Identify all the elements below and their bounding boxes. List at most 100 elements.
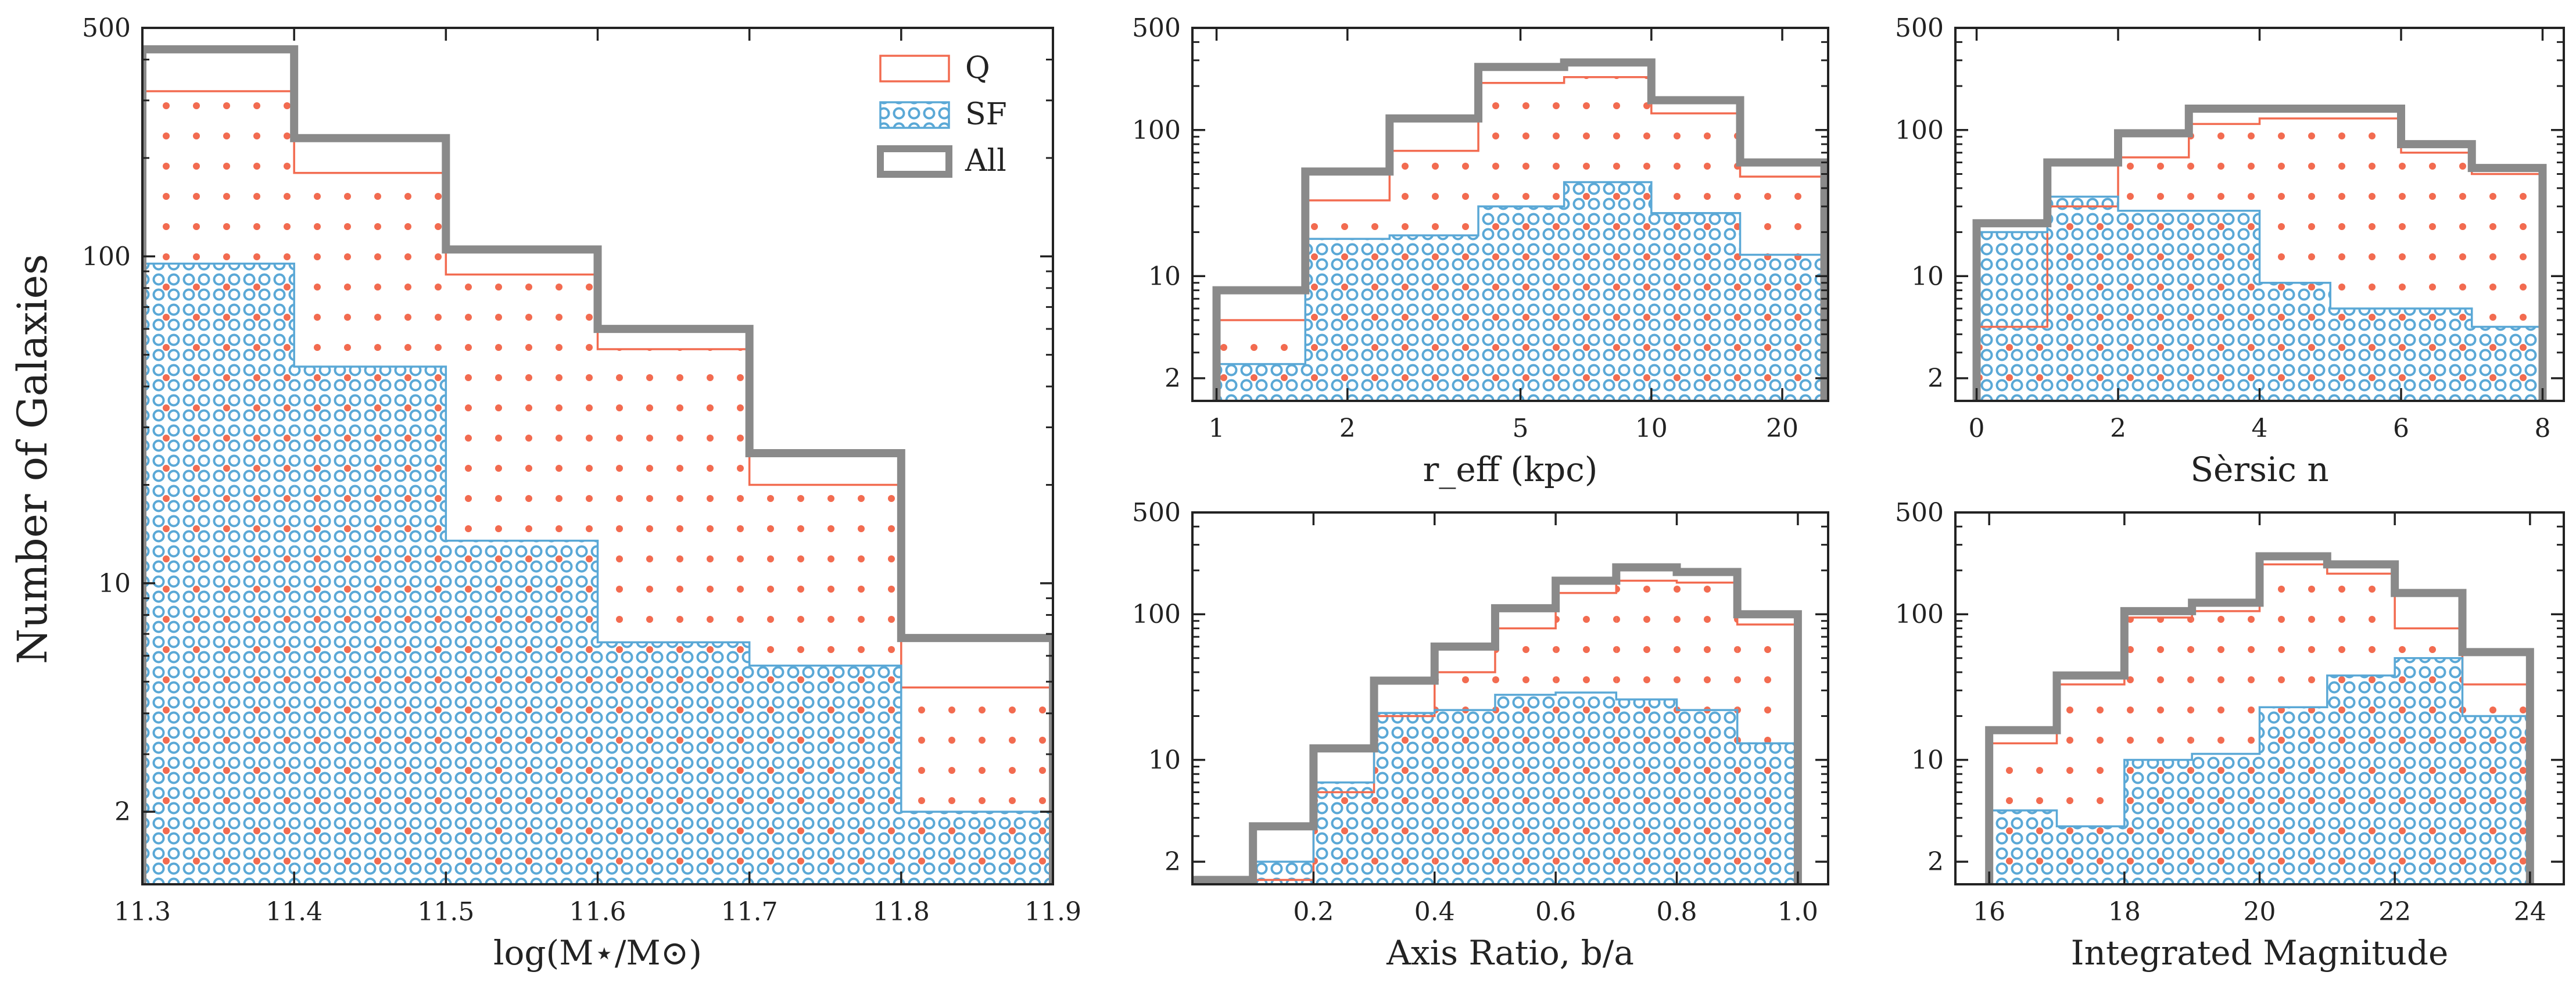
y-tick-label: 10 xyxy=(1148,261,1181,291)
legend-swatch-q xyxy=(879,55,950,83)
x-tick-label: 0.8 xyxy=(1657,897,1697,927)
plot-area xyxy=(142,45,1053,884)
x-tick-label: 4 xyxy=(2252,414,2268,443)
panel-axis-ratio: 2 10 100 500 0.2 0.4 0.6 0.8 1.0 Axis Ratio, b/a xyxy=(1132,498,1829,973)
y-tick-label: 100 xyxy=(1132,600,1181,629)
y-tick-label: 100 xyxy=(1132,116,1181,145)
bar-sf-bin-7 xyxy=(1616,699,1677,884)
x-tick-label: 11.7 xyxy=(721,897,778,927)
bar-sf-bin-5 xyxy=(2327,675,2395,884)
series-sf-outline xyxy=(142,263,1053,884)
series-sf-outline xyxy=(1215,181,1826,401)
bar-sf-bin-8 xyxy=(1676,710,1737,884)
bar-sf-bin-3 xyxy=(2188,210,2260,401)
bar-sf-bin-4 xyxy=(2259,707,2327,884)
bar-sf-bin-5 xyxy=(1651,213,1740,401)
x-tick-label: 24 xyxy=(2514,897,2546,927)
x-tick-label: 0.4 xyxy=(1414,897,1455,927)
bar-sf-bin-5 xyxy=(2330,309,2401,401)
bar-sf-bin-2 xyxy=(1389,235,1479,401)
plot-area xyxy=(1985,552,2534,884)
y-tick-label: 10 xyxy=(1911,261,1944,291)
bar-sf-bin-0 xyxy=(1989,810,2057,884)
y-tick-label: 500 xyxy=(82,13,131,43)
bar-sf-bin-3 xyxy=(1374,713,1435,884)
x-axis-label: Axis Ratio, b/a xyxy=(1386,933,1634,973)
x-axis-label: log(M⋆/M⊙) xyxy=(493,933,702,973)
plot-area xyxy=(1192,563,1802,884)
series-sf-outline xyxy=(1192,691,1799,884)
legend: Q SF All xyxy=(877,51,1007,178)
x-tick-label: 22 xyxy=(2378,897,2411,927)
y-tick-label: 10 xyxy=(1148,745,1181,775)
bar-sf-bin-9 xyxy=(1737,743,1798,884)
legend-swatch-all xyxy=(877,145,952,178)
y-tick-label: 2 xyxy=(1927,847,1944,877)
bar-sf-bin-4 xyxy=(749,665,901,884)
legend-swatch-sf xyxy=(879,101,950,129)
bar-sf-bin-2 xyxy=(1313,782,1374,884)
bar-sf-bin-1 xyxy=(294,367,446,884)
legend-label-q: Q xyxy=(965,51,990,85)
x-axis-label: Sèrsic n xyxy=(2190,450,2328,489)
x-tick-label: 16 xyxy=(1973,897,2005,927)
y-tick-label: 2 xyxy=(1927,364,1944,393)
bar-sf-bin-2 xyxy=(2124,759,2192,884)
bar-sf-bin-7 xyxy=(2462,716,2530,884)
bar-sf-bin-3 xyxy=(2192,754,2260,884)
x-tick-label: 11.3 xyxy=(114,897,171,927)
bar-sf-bin-1 xyxy=(1305,239,1390,401)
bar-sf-bin-5 xyxy=(1495,694,1556,884)
bar-sf-bin-0 xyxy=(1216,364,1306,401)
y-tick-label: 2 xyxy=(114,797,131,827)
bar-sf-bin-6 xyxy=(2401,309,2472,401)
y-tick-label: 10 xyxy=(98,569,131,598)
bar-sf-bin-6 xyxy=(1556,693,1617,884)
plot-area xyxy=(1972,105,2547,401)
x-tick-label: 2 xyxy=(2110,414,2126,443)
legend-label-sf: SF xyxy=(965,97,1007,132)
x-tick-label: 20 xyxy=(2244,897,2276,927)
bar-sf-bin-4 xyxy=(1564,182,1651,401)
x-tick-label: 11.4 xyxy=(266,897,323,927)
axes-frame xyxy=(1191,511,1829,885)
x-tick-label: 6 xyxy=(2393,414,2409,443)
legend-label-all: All xyxy=(965,144,1006,178)
bar-sf-bin-0 xyxy=(1976,232,2048,401)
axes-frame xyxy=(1191,27,1829,402)
x-tick-label: 20 xyxy=(1766,414,1798,443)
bar-sf-bin-2 xyxy=(2118,210,2189,401)
bar-sf-bin-7 xyxy=(2471,327,2543,401)
y-tick-label: 100 xyxy=(1895,600,1944,629)
x-tick-label: 11.6 xyxy=(569,897,626,927)
bar-sf-bin-4 xyxy=(2259,282,2331,401)
y-tick-label: 500 xyxy=(1895,498,1944,528)
x-tick-label: 11.5 xyxy=(417,897,474,927)
bar-sf-bin-5 xyxy=(901,812,1053,884)
series-all-outline xyxy=(1972,105,2547,401)
bar-sf-bin-3 xyxy=(1478,206,1564,401)
x-axis-label: Integrated Magnitude xyxy=(2071,933,2449,973)
bar-sf-bin-0 xyxy=(142,263,295,884)
x-tick-label: 1.0 xyxy=(1778,897,1818,927)
series-all-outline xyxy=(1192,563,1802,884)
x-tick-label: 1 xyxy=(1209,414,1225,443)
series-all-outline xyxy=(1985,552,2534,884)
series-sf-outline xyxy=(1988,657,2531,884)
bar-sf-bin-3 xyxy=(597,642,750,884)
series-all-outline xyxy=(1212,58,1828,401)
x-tick-label: 8 xyxy=(2534,414,2550,443)
x-tick-label: 0.2 xyxy=(1293,897,1334,927)
x-tick-label: 10 xyxy=(1635,414,1668,443)
bar-sf-bin-2 xyxy=(446,540,598,884)
y-tick-label: 500 xyxy=(1132,13,1181,43)
y-tick-label: 500 xyxy=(1895,13,1944,43)
panel-stellar-mass: 2 10 100 500 11.3 11.4 11.5 11.6 11.7 11.8 11.9 log… xyxy=(82,13,1081,973)
bar-sf-bin-1 xyxy=(2056,826,2124,884)
y-tick-label: 100 xyxy=(1895,116,1944,145)
x-tick-label: 11.8 xyxy=(873,897,930,927)
y-tick-label: 10 xyxy=(1911,745,1944,775)
bar-sf-bin-4 xyxy=(1434,710,1495,884)
